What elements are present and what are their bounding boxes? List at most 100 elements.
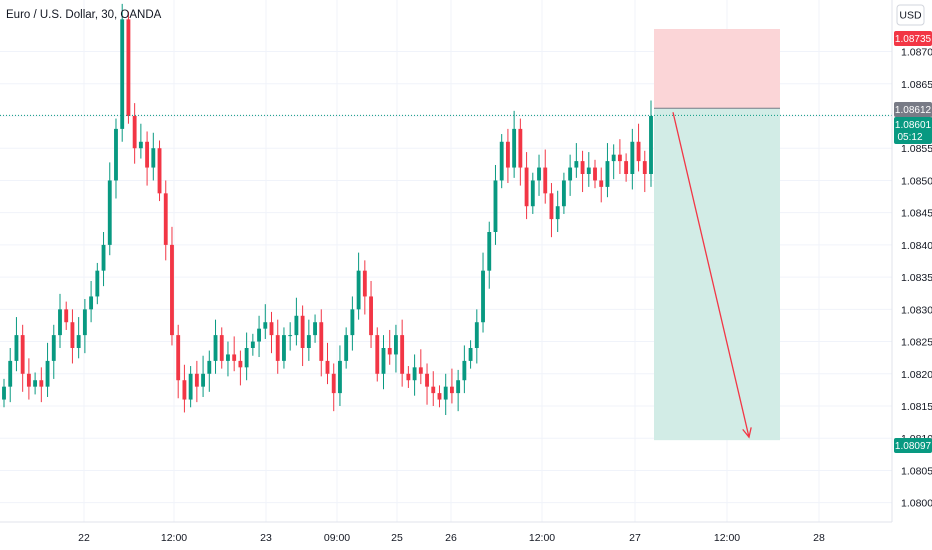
candle-body: [487, 232, 492, 271]
candle-body: [45, 360, 50, 387]
candle-body: [493, 180, 498, 232]
stop-loss-zone[interactable]: [654, 29, 780, 109]
projection-arrow-line[interactable]: [672, 112, 750, 438]
candle-body: [350, 309, 355, 336]
candle-body: [356, 270, 361, 310]
time-axis[interactable]: [0, 522, 892, 550]
candle-body: [412, 367, 417, 381]
candle-body: [282, 335, 286, 361]
last-price-value: 1.08601: [895, 120, 932, 131]
chart-overlays: [0, 112, 892, 439]
entry-price-badge-bg: [894, 102, 932, 117]
price-tick-label: 1.08400: [901, 240, 932, 252]
candle-body: [611, 154, 616, 162]
candle-body: [238, 360, 243, 368]
candle-body: [605, 161, 610, 187]
candle-body: [338, 360, 342, 394]
candle-body: [505, 141, 510, 168]
candle-body: [170, 244, 174, 336]
currency-button[interactable]: USD: [896, 4, 925, 26]
currency-button-frame[interactable]: [896, 4, 925, 26]
stop-price-badge-bg: [894, 31, 932, 46]
candle-body: [213, 335, 218, 361]
price-tick-label: 1.08300: [901, 304, 932, 316]
candle-body: [14, 335, 19, 361]
price-axis[interactable]: [892, 0, 932, 550]
candle-body: [369, 296, 373, 336]
candle-body: [26, 373, 31, 387]
candle-body: [219, 335, 224, 361]
candle-body: [101, 244, 106, 271]
candle-body: [226, 354, 230, 361]
candle-body: [431, 386, 436, 394]
candle-body: [387, 348, 392, 355]
projection-arrow-head: [742, 427, 752, 439]
price-tick-label: 1.08500: [901, 175, 932, 187]
candle-body: [381, 348, 386, 374]
candle-body: [319, 322, 324, 361]
bar-countdown: 05:12: [897, 132, 922, 143]
candle-body: [344, 335, 349, 361]
candle-body: [138, 141, 143, 149]
candle-body: [394, 335, 398, 355]
currency-button-label[interactable]: USD: [899, 10, 922, 22]
candle-body: [207, 360, 212, 374]
candle-body: [537, 167, 541, 181]
price-tick-label: 1.08550: [901, 143, 932, 155]
last-price-badge-bg: [894, 117, 932, 144]
candle-body: [375, 335, 380, 374]
candle-body: [456, 380, 461, 394]
price-tick-label: 1.08050: [901, 465, 932, 477]
price-tick-label: 1.08700: [901, 47, 932, 59]
candle-body: [443, 386, 448, 400]
candle-body: [586, 167, 591, 174]
candle-body: [201, 373, 206, 387]
candle-body: [649, 116, 653, 174]
candle-body: [499, 141, 504, 181]
risk-reward-tool[interactable]: [654, 29, 780, 441]
candle-body: [636, 141, 641, 162]
candle-body: [114, 128, 118, 181]
candle-body: [257, 328, 261, 342]
time-tick-label: 23: [260, 532, 272, 544]
candle-body: [437, 393, 442, 400]
candle-body: [555, 206, 560, 220]
entry-price-badge: 1.08612: [894, 102, 932, 117]
time-tick-label: 09:00: [324, 532, 350, 544]
candle-body: [642, 161, 647, 174]
candle-body: [2, 386, 6, 400]
candle-body: [549, 193, 554, 220]
candle-body: [20, 335, 25, 374]
candle-body: [331, 373, 336, 394]
candle-body: [425, 373, 429, 387]
price-tick-label: 1.08350: [901, 272, 932, 284]
candle-body: [593, 167, 597, 181]
last-price-badge: 1.08601 05:12: [894, 117, 932, 144]
candle-body: [624, 161, 629, 174]
candle-body: [406, 373, 411, 381]
time-tick-label: 12:00: [714, 532, 740, 544]
candle-body: [313, 322, 317, 336]
candle-body: [58, 309, 62, 336]
candle-body: [449, 386, 454, 394]
candle-body: [599, 180, 604, 187]
candle-body: [481, 270, 485, 323]
candle-body: [188, 373, 193, 400]
price-tick-label: 1.08200: [901, 369, 932, 381]
take-profit-zone[interactable]: [654, 108, 780, 441]
candle-body: [151, 148, 156, 168]
target-price-badge-bg: [894, 438, 932, 453]
candle-body: [126, 19, 131, 116]
target-price-badge: 1.08097: [894, 438, 932, 453]
candle-body: [524, 167, 529, 207]
time-tick-label: 12:00: [529, 532, 555, 544]
candle-body: [400, 335, 405, 374]
candle-body: [462, 360, 467, 381]
candle-body: [468, 348, 473, 361]
candle-body: [8, 360, 13, 387]
candle-body: [95, 270, 100, 297]
candle-body: [630, 141, 635, 174]
candle-body: [76, 335, 81, 348]
